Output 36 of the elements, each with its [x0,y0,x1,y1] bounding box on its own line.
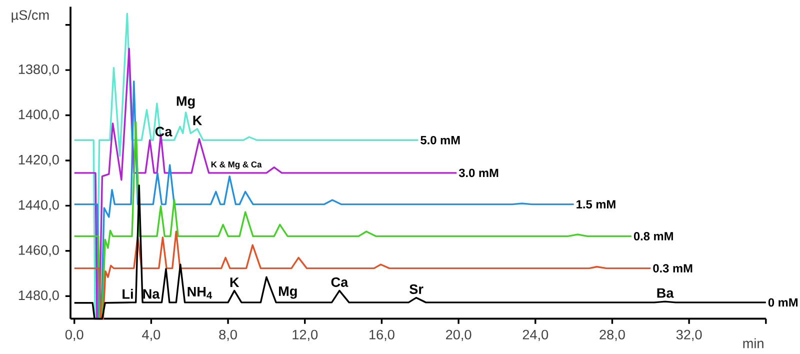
y-tick-label: 1400,0 [18,110,59,121]
series-label: 3.0 mM [458,168,498,178]
annotation: Li [122,288,133,299]
y-tick-label: 1460,0 [18,245,59,257]
annotation: NH$_{4}$ [188,287,212,299]
x-tick-label: 28,0 [600,330,625,342]
line-series [74,230,652,320]
y-tick-label: 1480,0 [18,290,59,302]
annotation: Na [143,289,160,299]
annotation: K [193,116,202,126]
y-tick-label: 1380,0 [18,64,59,76]
y-tick-label: 1420,0 [18,155,59,166]
x-tick-label: 4,0 [142,330,160,342]
series-label: 0 mM [768,298,798,307]
annotation: Sr [410,284,424,294]
x-tick-label: 0,0 [65,330,84,342]
x-tick-label: 16,0 [370,330,394,342]
annotation: K [230,278,240,288]
y-axis-title: µS/cm [12,10,49,23]
annotation: Mg [278,286,297,299]
annotation: K & Mg & Ca [211,162,262,170]
series-label: 0.3 mM [653,264,692,273]
x-axis-title: min [743,338,764,348]
x-tick-label: 8,0 [219,330,237,342]
series-label: 5.0 mM [420,136,460,144]
line-series [74,184,767,320]
x-tick-label: 20,0 [446,330,472,342]
y-tick-label: 1440,0 [18,200,59,212]
annotation: Mg [176,96,195,109]
x-tick-label: 12,0 [292,330,318,342]
series-label: 1.5 mM [576,200,616,209]
x-tick-label: 24,0 [522,330,548,342]
annotation: Ca [331,277,348,288]
annotation: Ba [657,288,674,298]
x-tick-label: 32,0 [676,330,702,342]
series-label: 0.8 mM [634,232,673,241]
